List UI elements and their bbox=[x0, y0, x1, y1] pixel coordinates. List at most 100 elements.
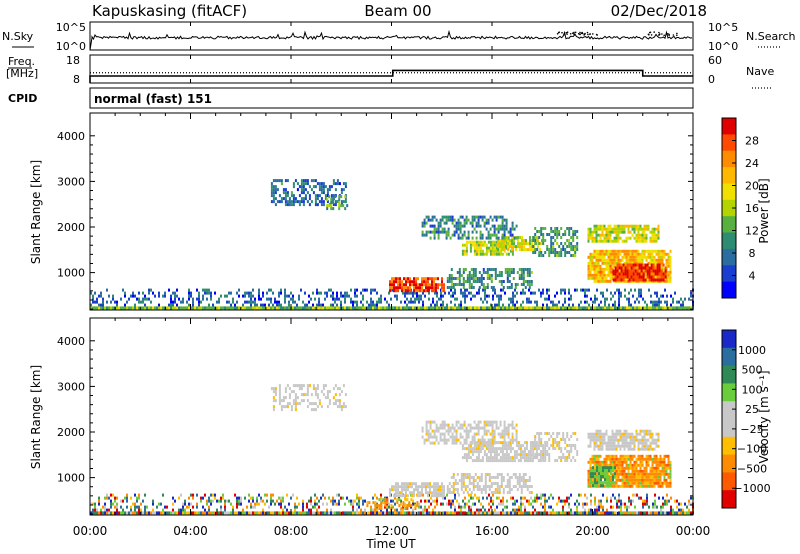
echo-cell bbox=[463, 233, 466, 237]
echo-cell bbox=[489, 215, 492, 219]
echo-cell bbox=[462, 294, 464, 298]
echo-cell bbox=[540, 251, 543, 254]
echo-cell bbox=[554, 254, 557, 257]
echo-cell bbox=[486, 283, 489, 286]
echo-cell bbox=[507, 429, 510, 433]
echo-cell bbox=[506, 505, 508, 509]
echo-cell bbox=[483, 444, 486, 448]
echo-region bbox=[532, 432, 579, 462]
echo-cell bbox=[250, 300, 252, 304]
echo-cell bbox=[485, 249, 488, 253]
echo-cell bbox=[312, 191, 315, 195]
gate-cell bbox=[304, 306, 306, 310]
echo-cell bbox=[332, 294, 334, 298]
echo-cell bbox=[644, 300, 646, 304]
echo-cell bbox=[459, 426, 462, 430]
echo-cell bbox=[633, 444, 636, 448]
echo-cell bbox=[523, 456, 526, 460]
echo-cell bbox=[621, 441, 624, 445]
echo-cell bbox=[654, 266, 657, 270]
echo-cell bbox=[538, 288, 540, 292]
echo-cell bbox=[443, 227, 446, 231]
echo-cell bbox=[506, 268, 509, 271]
echo-cell bbox=[506, 286, 509, 289]
echo-cell bbox=[514, 476, 517, 479]
echo-cell bbox=[482, 271, 485, 274]
echo-cell bbox=[506, 479, 509, 482]
echo-cell bbox=[540, 291, 542, 295]
gate-cell bbox=[352, 306, 354, 310]
echo-cell bbox=[556, 233, 559, 236]
echo-cell bbox=[362, 502, 364, 506]
echo-cell bbox=[447, 438, 450, 442]
echo-cell bbox=[572, 432, 575, 435]
echo-cell bbox=[521, 456, 524, 460]
gate-cell bbox=[676, 306, 678, 310]
echo-cell bbox=[473, 432, 476, 436]
echo-cell bbox=[494, 476, 497, 479]
echo-cell bbox=[633, 249, 636, 253]
echo-cell bbox=[450, 485, 453, 488]
echo-cell bbox=[512, 268, 515, 271]
echo-cell bbox=[521, 236, 523, 240]
echo-cell bbox=[638, 294, 640, 298]
echo-cell bbox=[511, 456, 514, 460]
echo-cell bbox=[599, 460, 602, 464]
echo-cell bbox=[657, 227, 660, 231]
echo-cell bbox=[613, 441, 616, 445]
echo-cell bbox=[384, 297, 386, 301]
echo-cell bbox=[507, 248, 509, 252]
echo-cell bbox=[483, 450, 486, 454]
echo-cell bbox=[272, 396, 275, 400]
echo-cell bbox=[413, 280, 415, 284]
echo-cell bbox=[618, 297, 620, 301]
echo-cell bbox=[463, 438, 466, 442]
echo-cell bbox=[404, 300, 406, 304]
echo-cell bbox=[658, 297, 660, 301]
echo-cell bbox=[467, 447, 470, 451]
echo-cell bbox=[463, 243, 466, 247]
echo-cell bbox=[589, 233, 592, 237]
echo-cell bbox=[546, 288, 548, 292]
echo-cell bbox=[597, 438, 600, 442]
echo-cell bbox=[475, 230, 478, 234]
echo-cell bbox=[427, 215, 430, 219]
echo-cell bbox=[441, 491, 443, 495]
echo-cell bbox=[568, 233, 571, 236]
echo-cell bbox=[544, 444, 547, 447]
echo-cell bbox=[637, 233, 640, 237]
echo-cell bbox=[152, 499, 154, 503]
echo-cell bbox=[272, 179, 275, 183]
echo-cell bbox=[619, 224, 622, 228]
echo-cell bbox=[632, 272, 635, 276]
echo-cell bbox=[454, 277, 457, 280]
echo-cell bbox=[258, 493, 260, 497]
echo-cell bbox=[650, 300, 652, 304]
echo-cell bbox=[665, 252, 668, 256]
echo-cell bbox=[605, 441, 608, 445]
echo-cell bbox=[192, 505, 194, 509]
echo-cell bbox=[332, 207, 335, 211]
echo-cell bbox=[98, 502, 100, 506]
echo-cell bbox=[525, 239, 527, 243]
echo-cell bbox=[433, 277, 435, 281]
gate-cell bbox=[210, 306, 212, 310]
echo-cell bbox=[625, 255, 628, 259]
echo-cell bbox=[637, 230, 640, 234]
echo-cell bbox=[473, 240, 476, 244]
echo-cell bbox=[425, 423, 428, 427]
echo-cell bbox=[560, 236, 563, 239]
echo-cell bbox=[433, 230, 436, 234]
echo-cell bbox=[466, 294, 468, 298]
echo-cell bbox=[391, 283, 393, 287]
echo-cell bbox=[536, 493, 538, 497]
echo-cell bbox=[415, 280, 417, 284]
echo-cell bbox=[524, 505, 526, 509]
echo-cell bbox=[318, 188, 321, 192]
echo-cell bbox=[593, 264, 596, 268]
echo-cell bbox=[499, 435, 502, 439]
echo-cell bbox=[250, 297, 252, 301]
echo-cell bbox=[540, 496, 542, 500]
echo-cell bbox=[589, 252, 592, 256]
echo-cell bbox=[396, 508, 398, 512]
